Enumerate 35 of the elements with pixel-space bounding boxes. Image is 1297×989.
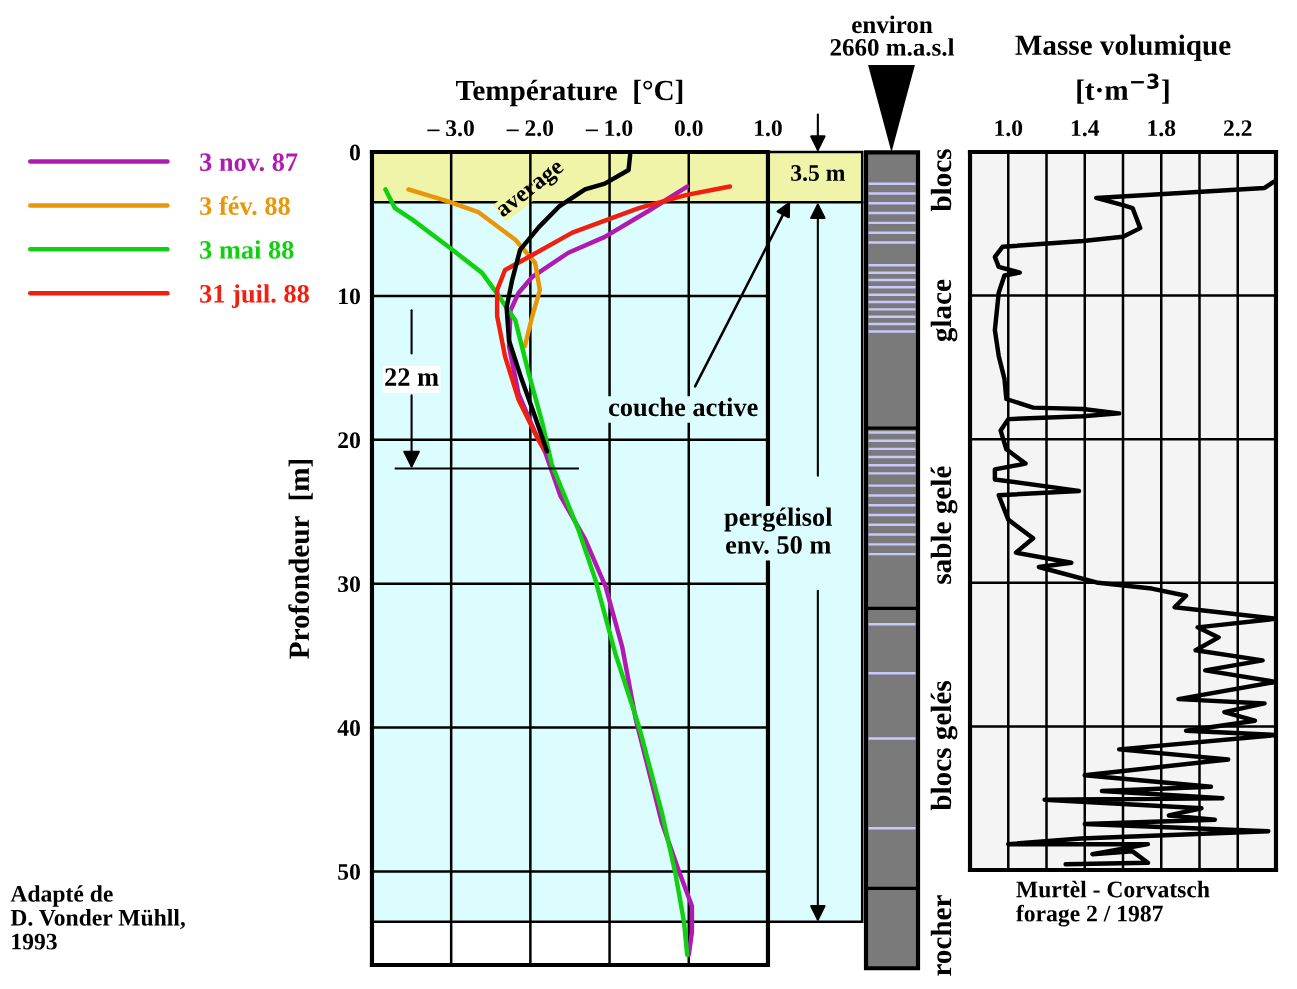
x-tick-label: 1.0 — [755, 120, 782, 137]
band-label: pergélisol env. 50 m — [724, 507, 833, 554]
y-tick-label: 30 — [338, 576, 360, 593]
text: rocher — [930, 895, 952, 976]
y-tick-label: 50 — [338, 863, 360, 880]
y-tick-label: 20 — [338, 432, 360, 449]
text: environ 2660 m.a.s.l — [830, 15, 955, 56]
x-tick-label: – 2.0 — [506, 120, 554, 137]
y-axis-title: Profondeur [m] — [288, 459, 313, 659]
text: 3 fév. 88 — [200, 196, 290, 216]
x-tick-label: 1.4 — [1071, 120, 1100, 137]
x-tick-label: 1.8 — [1148, 120, 1176, 137]
text: 3 nov. 87 — [200, 153, 298, 172]
x-tick-label: 1.0 — [995, 120, 1023, 137]
ref-line-label: 22 m — [385, 368, 439, 386]
y-tick-label: 10 — [339, 288, 360, 305]
x-tick-label: 0.0 — [674, 120, 703, 137]
text: 3.5 m — [791, 165, 845, 182]
text: blocs — [930, 149, 952, 212]
y-tick-label: 0 — [349, 144, 360, 161]
text: 3 mai 88 — [200, 240, 294, 259]
x-axis-title: [t·m$^{−3}$] — [1077, 73, 1169, 104]
x-tick-label: – 3.0 — [427, 120, 474, 137]
text: Adapté de D. Vonder Mühll, 1993 — [10, 885, 185, 950]
chart-title: Masse volumique — [1015, 34, 1231, 61]
y-tick-label: 40 — [337, 720, 360, 736]
text: Murtèl - Corvatsch forage 2 / 1987 — [1016, 880, 1210, 927]
text: 31 juil. 88 — [200, 284, 309, 309]
x-tick-label: – 1.0 — [585, 120, 633, 137]
text: glace — [930, 279, 958, 342]
x-tick-label: 2.2 — [1223, 120, 1252, 137]
text: blocs gelés — [930, 680, 958, 811]
x-axis-title: Température [°C] — [456, 79, 683, 107]
band-label: couche active — [609, 397, 758, 417]
text: sable gelé — [930, 466, 958, 584]
